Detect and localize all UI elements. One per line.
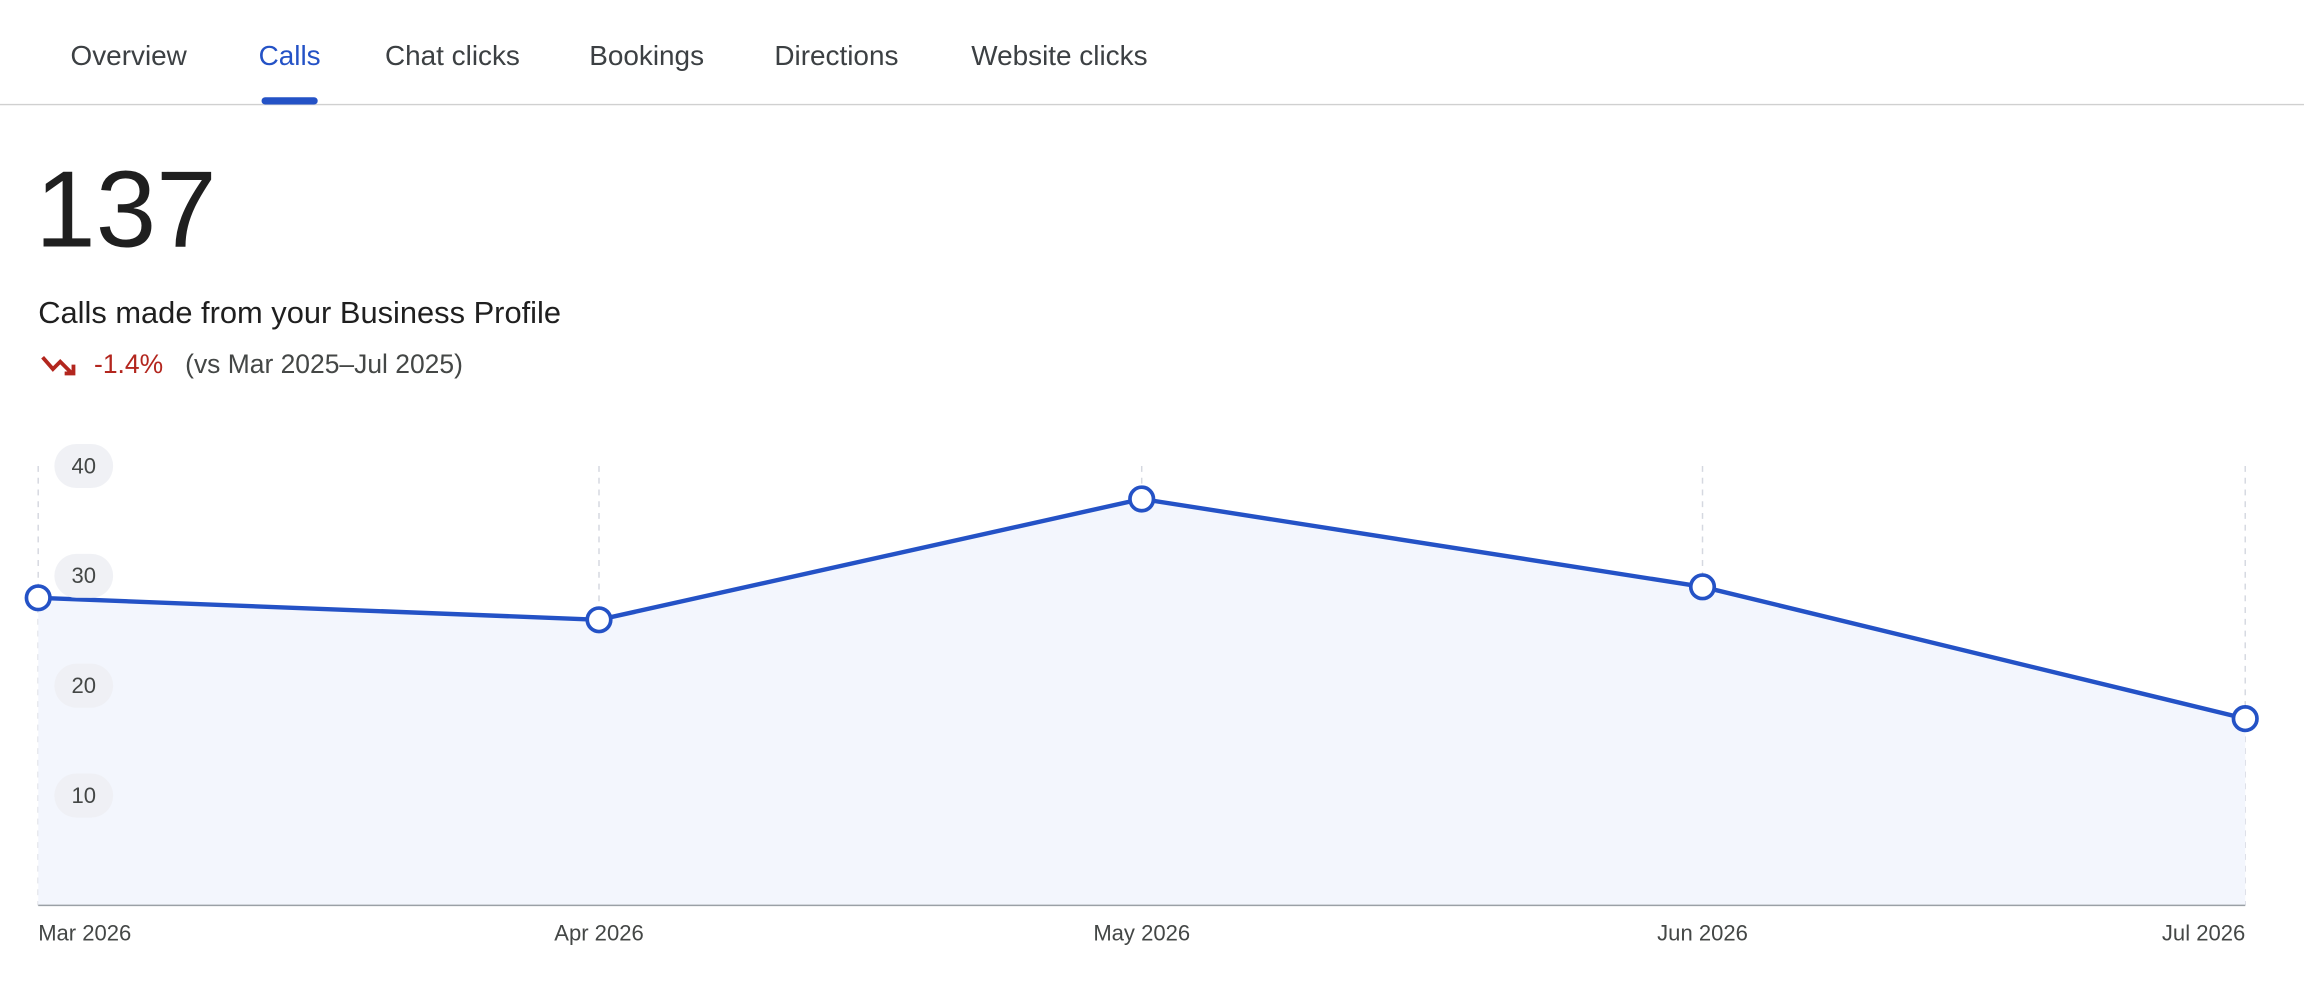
point[interactable]: [585, 606, 613, 634]
y-tick-pill: [54, 443, 114, 489]
tab[interactable]: Calls: [259, 40, 321, 71]
point[interactable]: [1688, 573, 1717, 601]
active-tab-indicator: [261, 97, 318, 105]
metric-description: Calls made from your Business Profile: [38, 295, 561, 330]
y-tick-label: 30: [71, 563, 96, 588]
tab[interactable]: Directions: [774, 40, 898, 71]
y-tick-label: 40: [71, 453, 96, 478]
y-tick-pill: [54, 553, 114, 598]
trend-down-icon: [41, 356, 76, 376]
metric-change: -1.4%: [94, 349, 163, 379]
x-tick-label: Apr 2026: [554, 921, 643, 946]
x-tick-label: May 2026: [1093, 921, 1190, 946]
metric-value: 137: [35, 149, 216, 270]
x-tick-label: Jun 2026: [1657, 921, 1748, 946]
tab[interactable]: Overview: [71, 40, 188, 71]
tab-bar: Overview Calls Chat clicks Bookings Directio…: [71, 40, 1148, 105]
tab[interactable]: Bookings: [589, 40, 704, 71]
tab[interactable]: Chat clicks: [385, 40, 520, 71]
x-tick-label: Mar 2026: [38, 921, 131, 946]
point[interactable]: [1128, 485, 1156, 513]
metric-comparison: (vs Mar 2025–Jul 2025): [185, 349, 463, 379]
y-tick-label: 10: [71, 783, 96, 808]
y-tick-label: 20: [71, 673, 96, 698]
y-tick-pill: [54, 773, 114, 818]
point[interactable]: [2231, 705, 2259, 733]
y-tick-pill: [54, 663, 114, 708]
area: [38, 498, 2246, 906]
chart: Mar 2026 Apr 2026 May 2026 Jun 2026 Jul 2026…: [24, 443, 2259, 946]
point[interactable]: [24, 584, 52, 612]
x-tick-label: Jul 2026: [2162, 921, 2245, 946]
tab[interactable]: Website clicks: [971, 40, 1147, 71]
